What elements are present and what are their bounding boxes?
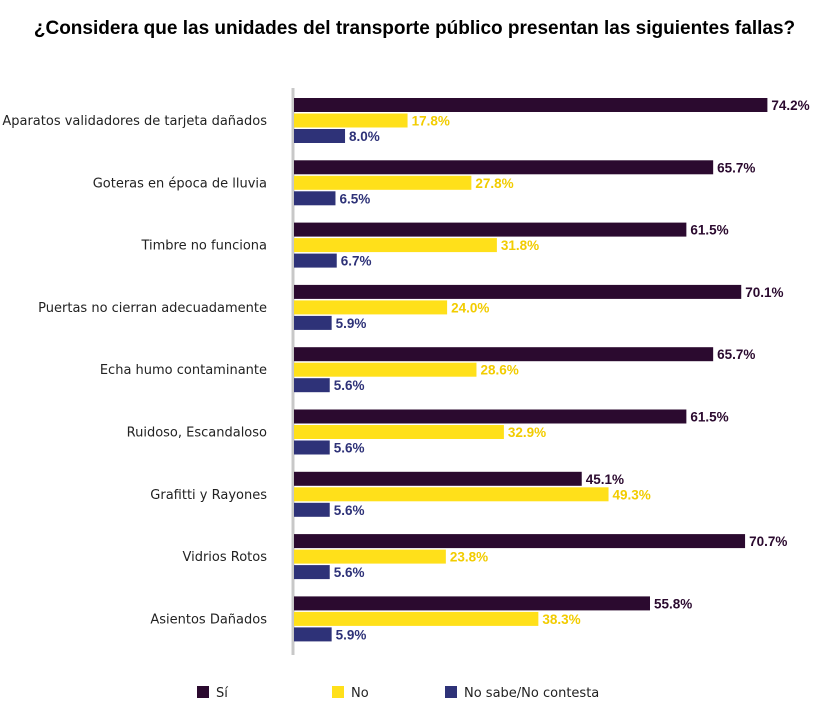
- chart-title: ¿Considera que las unidades del transpor…: [33, 18, 796, 39]
- bar-2-2: [294, 253, 337, 268]
- bar-1-4: [294, 362, 477, 377]
- bar-2-3: [294, 315, 332, 330]
- data-label: 65.7%: [717, 160, 755, 175]
- category-label: Goteras en época de lluvia: [93, 176, 267, 191]
- legend-swatch: [197, 686, 209, 698]
- bar-1-0: [294, 113, 408, 128]
- bar-2-1: [294, 191, 336, 206]
- data-label: 65.7%: [717, 347, 755, 362]
- category-label: Echa humo contaminante: [100, 363, 267, 378]
- bar-1-6: [294, 487, 609, 502]
- bar-2-8: [294, 627, 332, 642]
- legend-swatch: [332, 686, 344, 698]
- data-label: 6.5%: [339, 191, 370, 206]
- data-label: 8.0%: [349, 129, 380, 144]
- data-label: 23.8%: [450, 550, 488, 565]
- category-label: Asientos Dañados: [150, 612, 267, 627]
- bar-1-7: [294, 549, 446, 564]
- bar-0-0: [294, 98, 768, 112]
- bar-2-7: [294, 565, 330, 580]
- bar-0-3: [294, 284, 742, 299]
- bar-1-8: [294, 611, 539, 626]
- bar-0-5: [294, 409, 687, 424]
- bar-1-2: [294, 238, 497, 253]
- data-label: 32.9%: [508, 425, 546, 440]
- category-label: Grafitti y Rayones: [150, 488, 267, 503]
- category-label: Vidrios Rotos: [182, 550, 267, 565]
- data-label: 61.5%: [690, 223, 728, 238]
- bar-1-3: [294, 300, 448, 315]
- data-label: 70.7%: [749, 534, 787, 549]
- category-label: Puertas no cierran adecuadamente: [38, 301, 267, 316]
- bar-0-1: [294, 160, 714, 175]
- bar-0-8: [294, 596, 651, 611]
- data-label: 5.9%: [336, 316, 367, 331]
- data-label: 27.8%: [475, 176, 513, 191]
- data-label: 17.8%: [412, 114, 450, 129]
- legend-label: Sí: [216, 686, 228, 701]
- bar-0-6: [294, 471, 582, 486]
- data-label: 5.6%: [334, 503, 365, 518]
- bar-2-0: [294, 129, 346, 143]
- category-label: Timbre no funciona: [140, 239, 267, 254]
- data-label: 45.1%: [586, 472, 624, 487]
- data-label: 31.8%: [501, 238, 539, 253]
- legend-swatch: [445, 686, 457, 698]
- legend-label: No sabe/No contesta: [464, 686, 599, 701]
- data-label: 24.0%: [451, 300, 489, 315]
- data-label: 5.9%: [336, 627, 367, 642]
- data-label: 38.3%: [542, 612, 580, 627]
- data-label: 70.1%: [745, 285, 783, 300]
- data-label: 5.6%: [334, 441, 365, 456]
- bar-2-4: [294, 378, 330, 393]
- data-label: 28.6%: [480, 363, 518, 378]
- bar-0-7: [294, 534, 746, 549]
- category-label: Aparatos validadores de tarjeta dañados: [2, 114, 267, 129]
- bar-1-1: [294, 175, 472, 190]
- data-label: 5.6%: [334, 378, 365, 393]
- bar-0-2: [294, 222, 687, 237]
- bar-1-5: [294, 425, 504, 439]
- data-label: 74.2%: [771, 98, 809, 113]
- data-label: 61.5%: [690, 410, 728, 425]
- legend-label: No: [351, 686, 369, 701]
- data-label: 6.7%: [341, 254, 372, 269]
- bar-0-4: [294, 347, 714, 362]
- bar-2-5: [294, 440, 330, 455]
- data-label: 5.6%: [334, 565, 365, 580]
- category-label: Ruidoso, Escandaloso: [127, 426, 267, 441]
- data-label: 49.3%: [613, 487, 651, 502]
- bar-2-6: [294, 502, 330, 517]
- data-label: 55.8%: [654, 596, 692, 611]
